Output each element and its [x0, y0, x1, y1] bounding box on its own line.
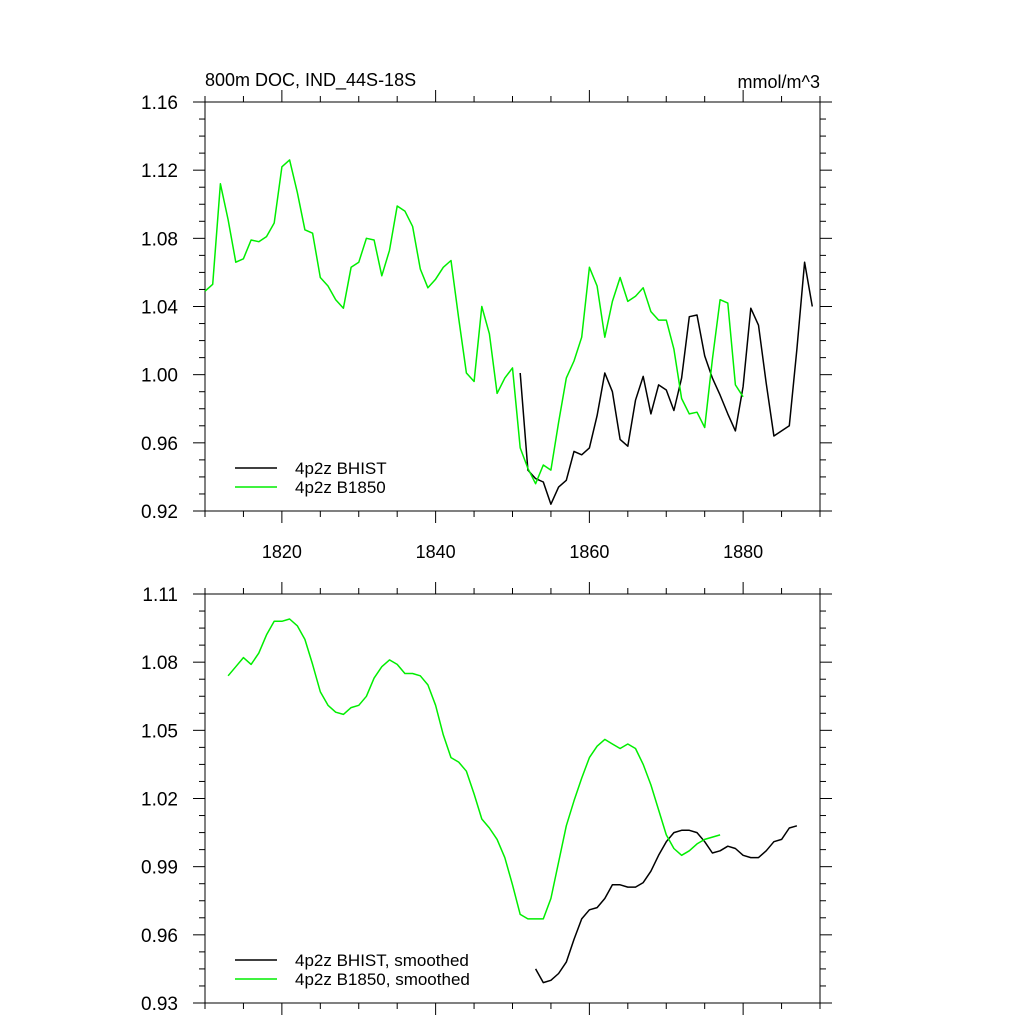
top-x-tick-label: 1880 — [723, 542, 763, 562]
top-legend-label-0: 4p2z BHIST — [295, 459, 387, 478]
top-x-tick-label: 1860 — [569, 542, 609, 562]
bottom-series-line-0 — [534, 825, 798, 984]
bottom-y-tick-label: 1.08 — [141, 653, 178, 674]
bottom-y-tick-label: 1.05 — [141, 721, 178, 742]
bottom-y-tick-label: 0.99 — [141, 858, 178, 879]
top-series-line-1 — [204, 159, 744, 485]
bottom-y-tick-label: 0.93 — [141, 994, 178, 1015]
bottom-y-tick-label: 1.11 — [142, 585, 178, 606]
top-legend-label-1: 4p2z B1850 — [295, 478, 386, 497]
top-panel: 1820 1840 1860 1880 0.92 0.96 1.00 1.04 1.08 1.12… — [141, 70, 832, 562]
top-y-tick-label: 1.12 — [141, 161, 178, 182]
bottom-panel: 0.93 0.96 0.99 1.02 1.05 1.08 1.11 4p2z BHIST, … — [141, 582, 832, 1015]
bottom-series-line-1 — [227, 618, 721, 920]
top-y-tick-label: 1.04 — [141, 298, 178, 319]
bottom-legend-label-1: 4p2z B1850, smoothed — [295, 970, 470, 989]
bottom-plot-frame — [204, 593, 821, 1004]
top-y-tick-label: 1.08 — [141, 229, 178, 250]
bottom-y-tick-label: 0.96 — [141, 926, 178, 947]
bottom-legend-label-0: 4p2z BHIST, smoothed — [295, 951, 469, 970]
top-y-tick-label: 1.16 — [141, 93, 178, 114]
top-y-tick-label: 1.00 — [141, 366, 178, 387]
bottom-y-tick-label: 1.02 — [141, 790, 178, 811]
top-x-tick-label: 1820 — [262, 542, 302, 562]
top-y-tick-label: 0.92 — [141, 502, 178, 523]
chart-units: mmol/m^3 — [738, 72, 820, 92]
chart-title: 800m DOC, IND_44S-18S — [205, 70, 416, 91]
top-series-line-0 — [519, 261, 814, 505]
top-x-tick-label: 1840 — [416, 542, 456, 562]
top-y-tick-label: 0.96 — [141, 434, 178, 455]
